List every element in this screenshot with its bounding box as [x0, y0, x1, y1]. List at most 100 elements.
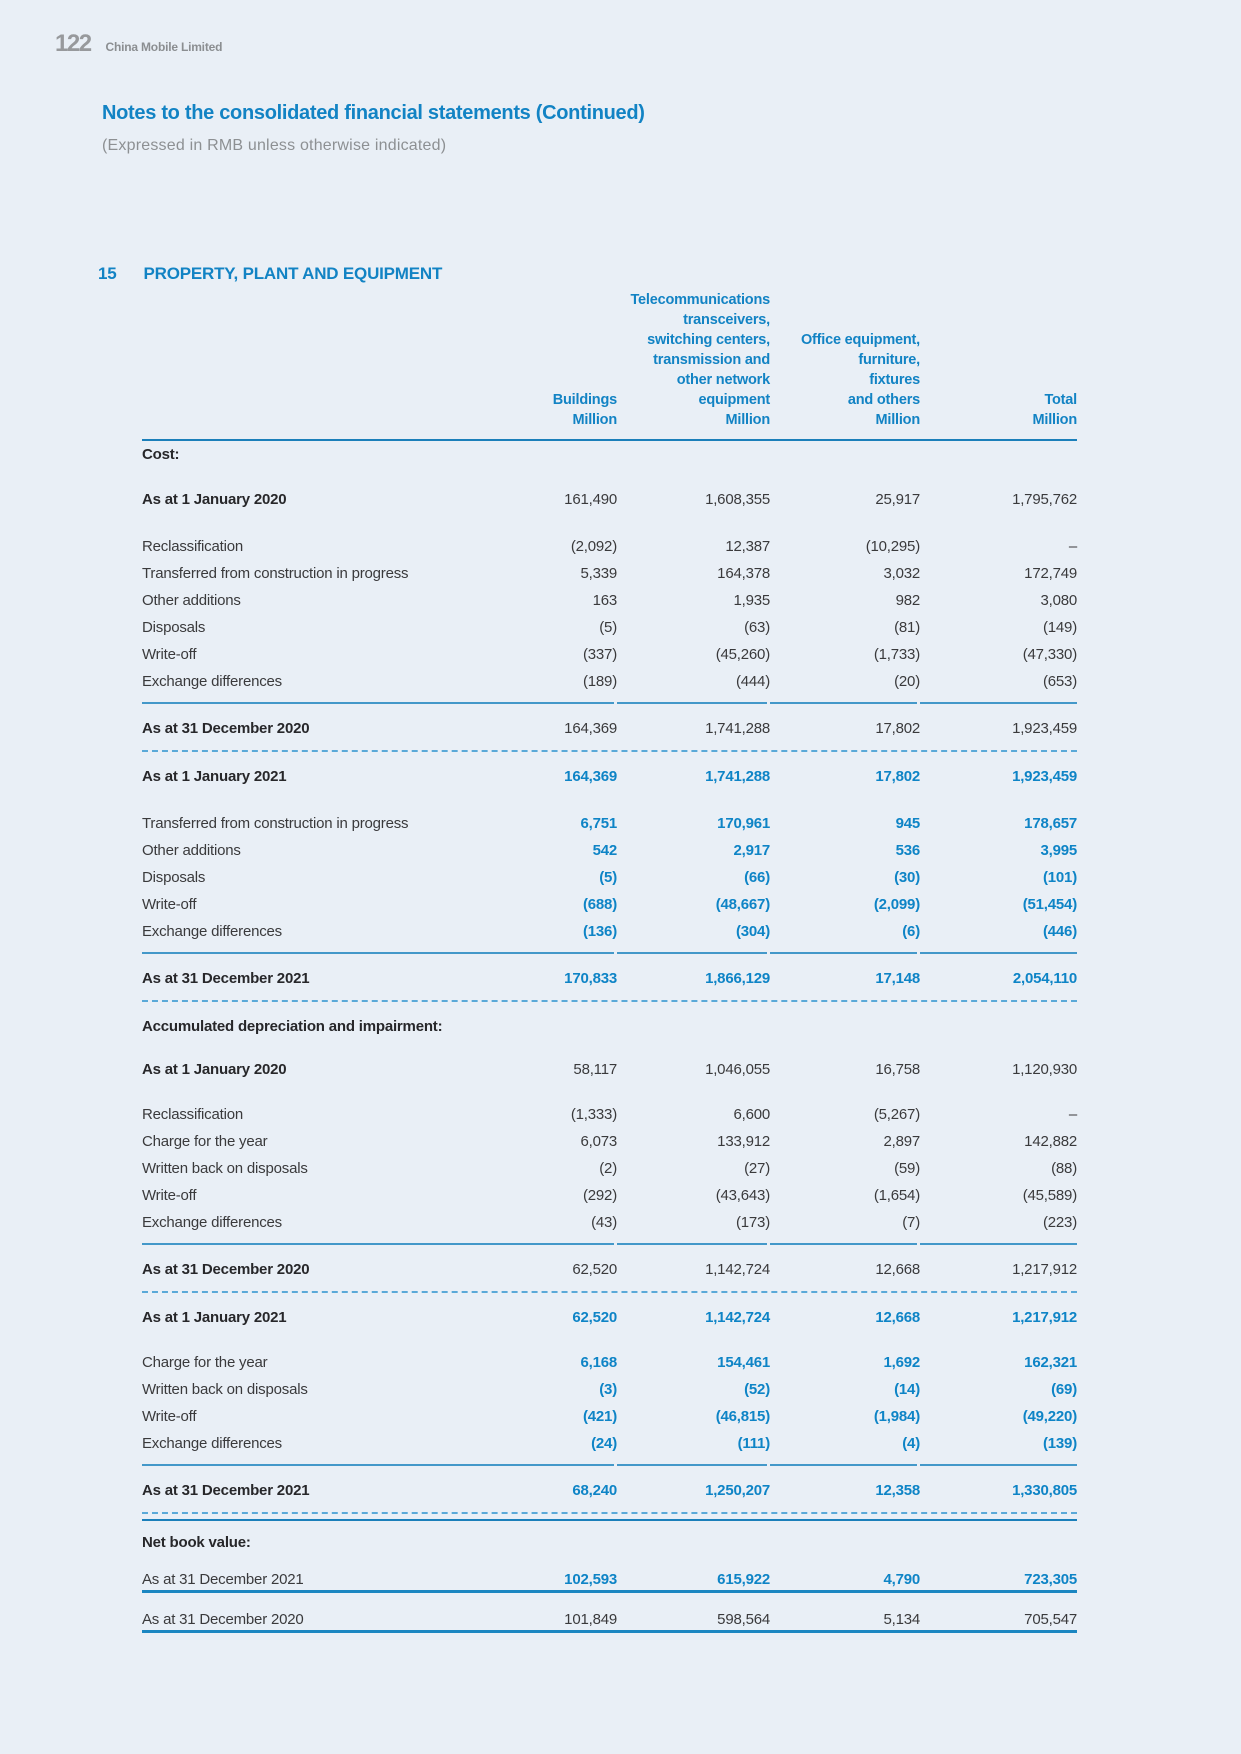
table-row: Transferred from construction in progres… [142, 810, 1077, 837]
header-rule [142, 439, 1077, 441]
row-label: Transferred from construction in progres… [142, 815, 409, 832]
table-row: As at 1 January 2021 62,520 1,142,724 12,66… [142, 1304, 1077, 1331]
rule-segment [770, 952, 917, 954]
cell-telecom-network-equipment: 615,922 [717, 1571, 770, 1588]
dashed-rule [142, 1291, 1077, 1293]
cell-telecom-network-equipment: 1,046,055 [705, 1061, 770, 1078]
table-row: Disposals (5) (63) (81) (149) [142, 614, 1077, 641]
cell-buildings: (43) [591, 1214, 617, 1231]
column-header-total: Total Million [1032, 392, 1077, 428]
table-row: As at 1 January 2020 161,490 1,608,355 25,9… [142, 486, 1077, 513]
row-label: Exchange differences [142, 1435, 282, 1452]
cell-office-equipment: (20) [894, 673, 920, 690]
cell-buildings: 6,751 [580, 815, 617, 832]
table-row: Reclassification (1,333) 6,600 (5,267) – [142, 1101, 1077, 1128]
cell-office-equipment: 982 [895, 592, 921, 609]
cell-telecom-network-equipment: (66) [744, 869, 770, 886]
cell-buildings: (3) [599, 1381, 617, 1398]
table-row: As at 1 January 2020 58,117 1,046,055 16,75… [142, 1056, 1077, 1083]
row-label: As at 31 December 2021 [142, 1571, 304, 1588]
page-number: 122 [55, 30, 92, 57]
cell-telecom-network-equipment: (27) [744, 1160, 770, 1177]
cell-total: 3,080 [1040, 592, 1077, 609]
cell-buildings: 6,073 [580, 1133, 617, 1150]
cell-total: (223) [1042, 1214, 1077, 1231]
cell-office-equipment: (4) [902, 1435, 920, 1452]
rule-segment [770, 1464, 917, 1466]
solid-rule [142, 702, 1077, 704]
cell-total: 723,305 [1024, 1571, 1077, 1588]
cell-buildings: 164,369 [564, 768, 617, 785]
cell-total: 162,321 [1024, 1354, 1077, 1371]
table-row: As at 31 December 2021 68,240 1,250,207 12,… [142, 1477, 1077, 1504]
table-row: Reclassification (2,092) 12,387 (10,295) – [142, 533, 1077, 560]
cell-buildings: 163 [592, 592, 618, 609]
section-label: Accumulated depreciation and impairment: [142, 1018, 443, 1035]
row-label: As at 1 January 2021 [142, 768, 287, 785]
cell-telecom-network-equipment: 598,564 [717, 1611, 770, 1628]
rule-segment [770, 702, 917, 704]
row-label: Reclassification [142, 538, 244, 555]
row-label: Write-off [142, 896, 197, 913]
rule-segment [920, 1464, 1077, 1466]
table-row: As at 31 December 2020 164,369 1,741,288 17… [142, 715, 1077, 742]
cell-buildings: 164,369 [564, 720, 617, 737]
cell-telecom-network-equipment: (111) [737, 1435, 771, 1452]
rule-segment [617, 1243, 767, 1245]
row-label: As at 31 December 2020 [142, 1261, 310, 1278]
section-heading: 15 PROPERTY, PLANT AND EQUIPMENT [98, 264, 442, 284]
cell-telecom-network-equipment: 1,866,129 [705, 970, 770, 987]
cell-telecom-network-equipment: 1,142,724 [705, 1261, 770, 1278]
rule-segment [617, 702, 767, 704]
company-name: China Mobile Limited [105, 40, 223, 54]
row-label: Reclassification [142, 1106, 244, 1123]
row-label: As at 1 January 2020 [142, 1061, 287, 1078]
row-label: As at 31 December 2021 [142, 970, 310, 987]
cell-buildings: (2) [599, 1160, 617, 1177]
cell-total: 1,217,912 [1012, 1309, 1077, 1326]
cell-telecom-network-equipment: 6,600 [733, 1106, 770, 1123]
cell-telecom-network-equipment: 1,142,724 [705, 1309, 770, 1326]
cell-buildings: 102,593 [564, 1571, 617, 1588]
section-label: Net book value: [142, 1534, 251, 1551]
cell-total: (47,330) [1022, 646, 1077, 663]
column-header-office-equipment: Office equipment, furniture, fixtures and o… [800, 332, 920, 428]
table-body: Cost: As at 1 January 2020 161,490 1,608,35… [142, 441, 1077, 1633]
cell-total: 178,657 [1024, 815, 1077, 832]
table-column-headers: Buildings Million Telecommunications transc… [142, 290, 1077, 430]
table-row: Exchange differences (24) (111) (4) (139) [142, 1430, 1077, 1457]
table-row: As at 31 December 2021 102,593 615,922 4,79… [142, 1566, 1077, 1593]
row-label: Exchange differences [142, 923, 282, 940]
cell-total: (653) [1042, 673, 1077, 690]
rule-segment [770, 1243, 917, 1245]
cell-total: – [1068, 538, 1077, 555]
row-label: Charge for the year [142, 1133, 268, 1150]
spacer [142, 1083, 1077, 1101]
cell-telecom-network-equipment: 1,741,288 [705, 768, 770, 785]
row-label: Written back on disposals [142, 1160, 308, 1177]
cell-telecom-network-equipment: (43,643) [715, 1187, 770, 1204]
cell-total: 705,547 [1024, 1611, 1077, 1628]
document-title: Notes to the consolidated financial stat… [102, 102, 645, 124]
table-row: Other additions 163 1,935 982 3,080 [142, 587, 1077, 614]
cell-total: (101) [1042, 869, 1077, 886]
column-header-telecom-network-equipment: Telecommunications transceivers, switching… [630, 292, 770, 428]
cell-telecom-network-equipment: 1,741,288 [705, 720, 770, 737]
cell-total: – [1068, 1106, 1077, 1123]
rule-segment [617, 1464, 767, 1466]
cell-total: 1,923,459 [1012, 720, 1077, 737]
cell-total: (45,589) [1022, 1187, 1077, 1204]
cell-total: 172,749 [1024, 565, 1077, 582]
cell-office-equipment: 25,917 [875, 491, 920, 508]
cell-buildings: (688) [582, 896, 617, 913]
cell-total: (69) [1051, 1381, 1077, 1398]
rule-segment [142, 702, 614, 704]
cell-office-equipment: 12,668 [875, 1261, 920, 1278]
rule-segment [920, 952, 1077, 954]
cell-office-equipment: 12,668 [875, 1309, 920, 1326]
row-label: Exchange differences [142, 1214, 282, 1231]
cell-office-equipment: 536 [895, 842, 921, 859]
cell-total: (49,220) [1022, 1408, 1077, 1425]
cell-total: 1,120,930 [1012, 1061, 1077, 1078]
cell-total: (149) [1042, 619, 1077, 636]
